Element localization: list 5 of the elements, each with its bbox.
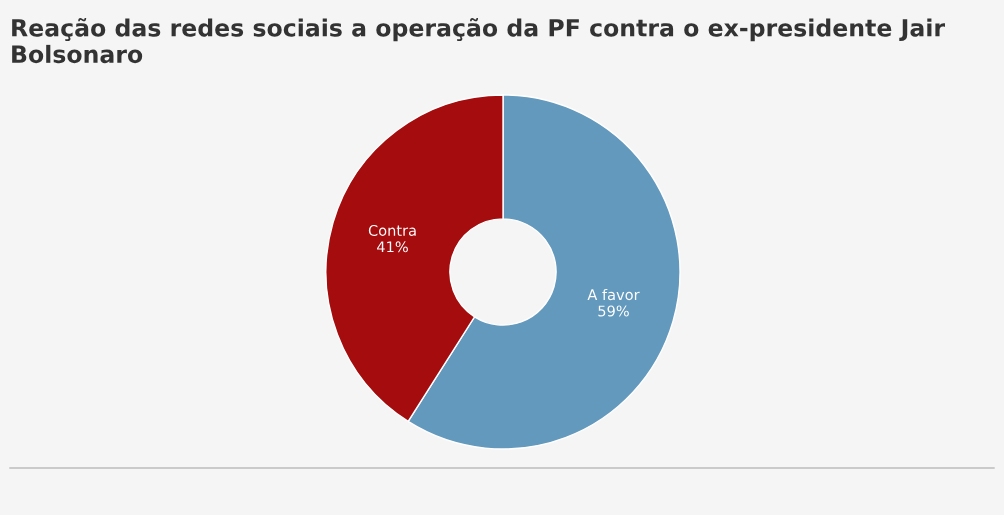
slice-label: Contra (368, 224, 416, 236)
data-label: 59% (598, 305, 629, 317)
data-label: 41% (377, 241, 408, 253)
slice-label: A favor (587, 288, 640, 301)
chart-title: Reação das redes sociais a operação da PF contra o ex-presidente Jair Bolsonaro (12, 18, 945, 64)
